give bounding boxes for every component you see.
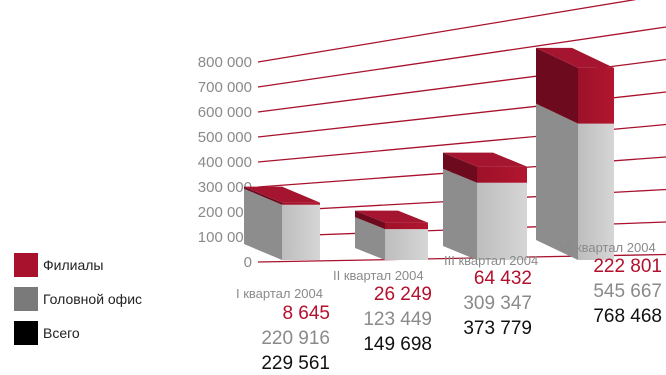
y-tick-label: 500 000 [198,129,252,146]
bar-head-office-side [536,103,578,260]
bar-head-office-side [355,217,385,260]
data-label-total: 768 468 [593,306,662,327]
bar-head-office-side [443,168,477,260]
y-tick-label: 700 000 [198,79,252,96]
data-label-head-office: 309 347 [463,293,532,314]
gridline [257,0,637,63]
bar-branches-front [282,202,320,205]
y-tick-label: 600 000 [198,104,252,121]
data-label-total: 229 561 [261,353,330,374]
legend-swatch [14,287,38,311]
y-tick-label: 100 000 [198,229,252,246]
data-label-total: 149 698 [363,334,432,355]
y-tick-label: 0 [244,254,252,271]
data-label-branches: 64 432 [474,268,532,289]
y-tick-label: 300 000 [198,179,252,196]
y-tick-label: 800 000 [198,54,252,71]
bar-head-office-front [578,123,614,260]
legend-label: Головной офис [43,291,142,307]
data-label-total: 373 779 [463,318,532,339]
bar-branches-side [536,47,578,124]
legend-swatch [14,253,38,277]
bar-branches-front [385,222,428,230]
bar-head-office-side [244,188,282,260]
y-tick-label: 200 000 [198,204,252,221]
bar-branches-top [536,47,614,68]
data-label-branches: 8 645 [282,303,330,324]
bar-branches-side [355,210,385,230]
data-labels: I квартал 2004 8 645 220 916 229 561 II квар… [236,240,662,374]
bar-group [355,210,428,260]
bars [244,47,614,260]
data-label-head-office: 220 916 [261,328,330,349]
category-label: VI квартал 2004 [560,240,656,255]
y-axis: 0 100 000 200 000 300 000 400 000 500 000 600 … [198,54,252,271]
category-label: II квартал 2004 [333,268,424,283]
bar-branches-top [443,152,527,167]
legend-label: Филиалы [43,257,103,273]
category-label: I квартал 2004 [236,286,323,301]
bar-head-office-front [282,204,320,260]
data-label-head-office: 123 449 [363,309,432,330]
bar-branches-side [443,152,477,183]
bar-branches-front [578,67,614,124]
bar-head-office-front [477,182,527,260]
bar-branches-side [244,186,282,205]
bar-branches-top [355,210,428,223]
bar-group [244,186,320,260]
data-label-branches: 26 249 [374,284,432,305]
legend-label: Всего [43,325,80,341]
bar-head-office-front [385,229,428,260]
bar-branches-front [477,166,527,183]
bar-group [443,152,527,260]
data-label-head-office: 545 667 [593,281,662,302]
y-tick-label: 400 000 [198,154,252,171]
data-label-branches: 222 801 [593,256,662,277]
legend: Филиалы Головной офис Всего [14,253,142,345]
gridline [257,26,666,88]
gridlines [257,0,666,263]
bar-group [536,47,614,260]
legend-swatch [14,321,38,345]
category-label: III квартал 2004 [444,253,538,268]
bar-branches-top [244,186,320,203]
